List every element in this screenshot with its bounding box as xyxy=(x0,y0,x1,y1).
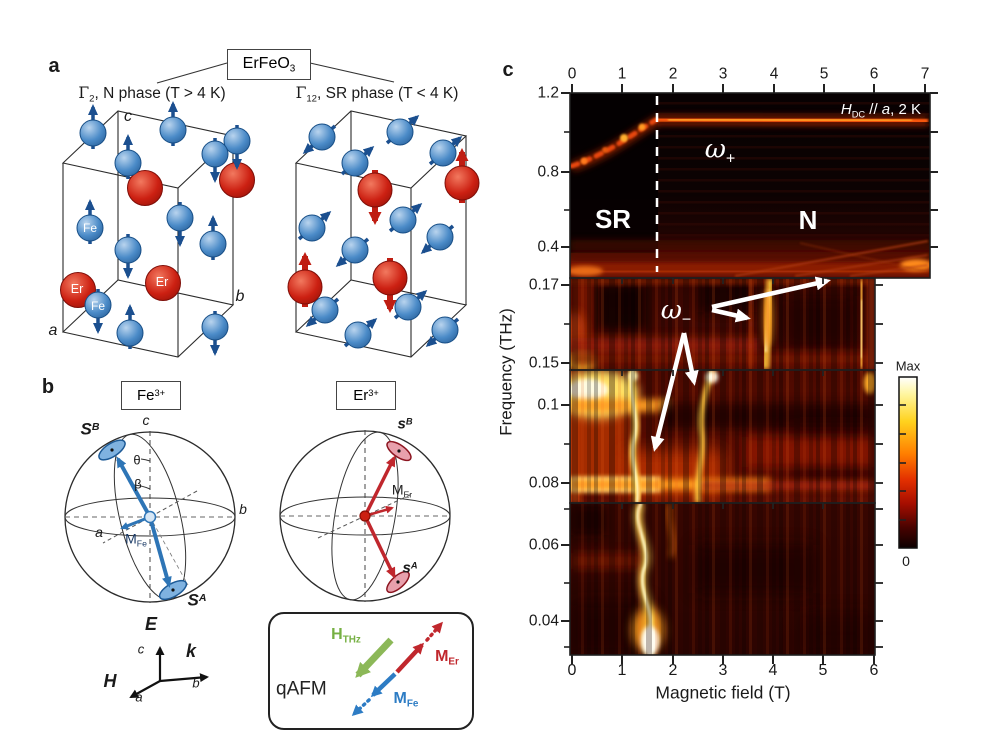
freq-axis-tick-label: 1.2 xyxy=(537,84,559,102)
top-axis-tick-label: 4 xyxy=(769,65,779,83)
sr-phase-label: Γ12, SR phase (T < 4 K) xyxy=(295,84,459,105)
panel-label-c: c xyxy=(502,59,514,81)
er-spin-sb-label: sB xyxy=(397,415,413,433)
n-phase-label: Γ2, N phase (T > 4 K) xyxy=(78,84,226,105)
freq-axis-tick-label: 0.08 xyxy=(528,474,559,492)
fe-atom-label: Fe xyxy=(82,221,98,235)
panel-label-a: a xyxy=(48,55,60,77)
x-axis-title: Magnetic field (T) xyxy=(655,682,791,703)
heatmap-panel-2 xyxy=(570,278,875,370)
colorbar-min-label: 0 xyxy=(902,553,910,569)
sr-region-label: SR xyxy=(594,204,632,234)
top-axis-tick-label: 2 xyxy=(668,65,678,83)
crystal-spheres-sr-phase xyxy=(287,115,480,349)
triad-b-label: b xyxy=(192,675,200,691)
ekh-axes xyxy=(129,646,209,698)
n-region-label: N xyxy=(798,205,818,235)
triad-c-label: c xyxy=(137,641,145,657)
er-spin-sa-label: sA xyxy=(402,559,418,577)
freq-axis-tick-label: 0.04 xyxy=(528,612,559,630)
qafm-arrows xyxy=(351,621,443,717)
qafm-m-fe-label: MFe xyxy=(393,689,419,710)
er-ion-label: Er3+ xyxy=(353,387,379,404)
er-ion-box: Er3+ xyxy=(336,381,396,410)
fe-spin-sphere xyxy=(64,431,236,603)
bottom-axis-tick-label: 3 xyxy=(718,662,728,679)
top-axis-tick-label: 7 xyxy=(920,65,930,83)
top-axis-tick-label: 3 xyxy=(718,65,728,83)
panel-label-b: b xyxy=(41,376,55,398)
omega-plus-label: ω+ xyxy=(704,134,736,168)
axis-a-label: a xyxy=(48,322,58,339)
h-thz-label: HTHz xyxy=(331,625,361,646)
qafm-m-er-label: MEr xyxy=(435,647,459,668)
sphere-axis-c: c xyxy=(142,412,150,428)
fe-ion-box: Fe3+ xyxy=(121,381,181,410)
m-er-label: MEr xyxy=(391,481,413,500)
spin-sa-label: SA xyxy=(187,590,207,610)
bottom-axis-tick-label: 5 xyxy=(818,662,828,679)
freq-axis-tick-label: 0.15 xyxy=(528,354,559,372)
axis-c-label: c xyxy=(124,108,132,125)
beta-label: β xyxy=(134,476,142,492)
qafm-label: qAFM xyxy=(276,678,327,700)
colorbar-max-label: Max xyxy=(895,358,921,374)
triad-a-label: a xyxy=(135,689,143,705)
top-axis-tick-label: 6 xyxy=(869,65,879,83)
e-field-label: E xyxy=(144,614,158,634)
freq-axis-tick-label: 0.8 xyxy=(537,163,559,181)
crystal-spheres-n-phase xyxy=(60,101,255,356)
er-spin-sphere xyxy=(279,430,451,602)
omega-minus-arrows xyxy=(650,276,831,452)
top-axis-tick-label: 0 xyxy=(567,65,577,83)
sphere-axis-b: b xyxy=(239,501,247,517)
top-axis-tick-label: 1 xyxy=(617,65,627,83)
y-axis-title: Frequency (THz) xyxy=(496,308,516,436)
freq-axis-tick-label: 0.4 xyxy=(537,238,559,256)
fe-ion-label: Fe3+ xyxy=(136,387,166,404)
compound-box: ErFeO3 xyxy=(227,49,311,80)
freq-axis-tick-label: 0.1 xyxy=(537,396,559,414)
heatmap-panel-1 xyxy=(570,93,930,278)
condition-label: HDC // a, 2 K xyxy=(840,101,921,120)
bottom-axis-tick-label: 1 xyxy=(617,662,627,679)
bottom-axis-tick-label: 0 xyxy=(567,662,577,679)
sphere-axis-a: a xyxy=(95,524,103,540)
top-axis-tick-label: 5 xyxy=(819,65,829,83)
heatmap-panel-4 xyxy=(570,503,875,655)
er-atom-label: Er xyxy=(70,281,84,296)
er-atom-label: Er xyxy=(155,274,169,289)
colorbar xyxy=(898,376,918,549)
axis-b-label: b xyxy=(235,288,245,305)
bottom-axis-tick-label: 2 xyxy=(668,662,678,679)
bottom-axis-tick-label: 6 xyxy=(869,662,879,679)
bottom-axis-tick-label: 4 xyxy=(768,662,778,679)
qafm-inset-box xyxy=(268,612,474,730)
theta-label: θ xyxy=(133,452,141,468)
compound-connector-lines xyxy=(156,62,395,84)
compound-formula: ErFeO3 xyxy=(242,54,296,75)
h-field-label: H xyxy=(103,671,117,691)
freq-axis-tick-label: 0.06 xyxy=(528,536,559,554)
axis-ticks xyxy=(561,84,938,664)
k-vector-label: k xyxy=(185,641,197,661)
fe-atom-label: Fe xyxy=(90,299,106,313)
omega-minus-label: ω− xyxy=(660,295,692,329)
spin-sb-label: SB xyxy=(80,419,100,439)
m-fe-label: MFe xyxy=(125,530,147,549)
freq-axis-tick-label: 0.17 xyxy=(528,276,559,294)
heatmap-panel-3 xyxy=(570,370,875,503)
